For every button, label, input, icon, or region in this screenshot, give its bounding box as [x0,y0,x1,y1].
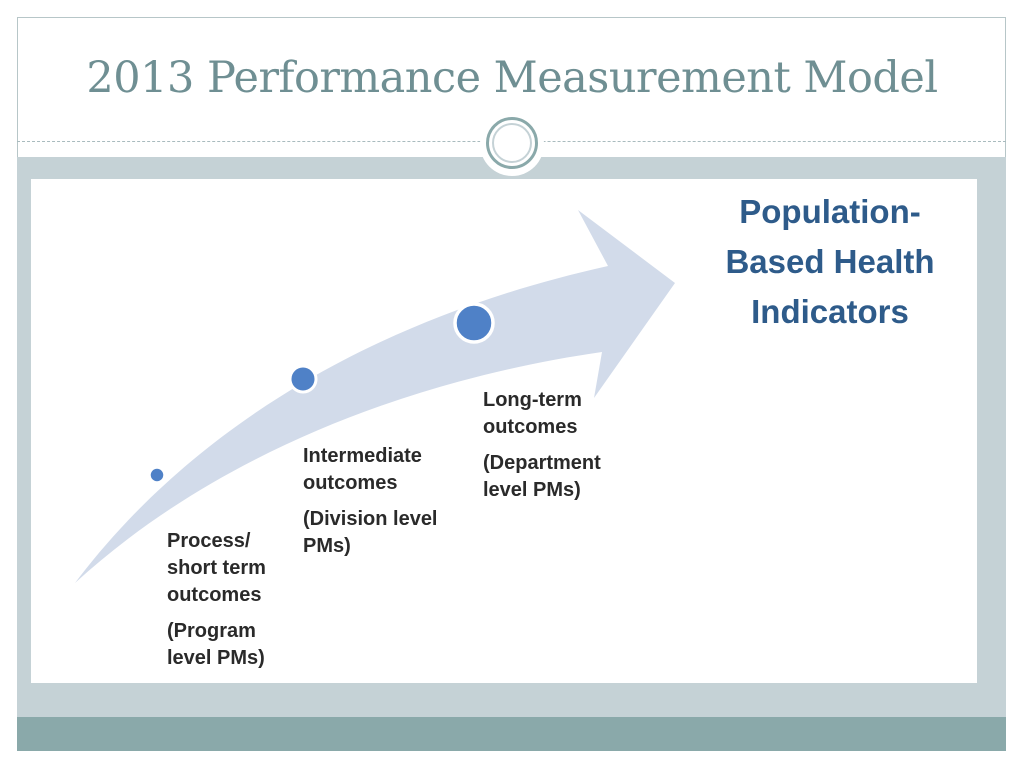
stage-dot-intermediate [288,364,318,394]
stage-label-intermediate: Intermediate outcomes (Division level PMs) [303,443,438,560]
stage-detail-intermediate: (Division level PMs) [303,508,438,557]
progress-arrow [75,210,675,583]
stage-name-long-term: Long-term outcomes [483,389,582,438]
stage-detail-process: (Program level PMs) [167,620,265,669]
footer-band [17,717,1006,751]
goal-label: Population- Based Health Indicators [725,193,935,330]
stage-dot-process [148,466,166,484]
ornament-ring-icon [486,117,538,169]
slide-title: 2013 Performance Measurement Model [86,53,938,103]
stage-name-process: Process/short term outcomes [167,530,266,606]
stage-name-intermediate: Intermediate outcomes [303,445,422,494]
stage-label-long-term: Long-term outcomes (Department level PMs) [483,387,601,504]
diagram-panel [31,179,977,683]
stage-detail-long-term: (Department level PMs) [483,452,601,501]
stage-label-process: Process/short term outcomes (Program level… [167,528,266,672]
stage-dot-long-term [453,302,495,344]
